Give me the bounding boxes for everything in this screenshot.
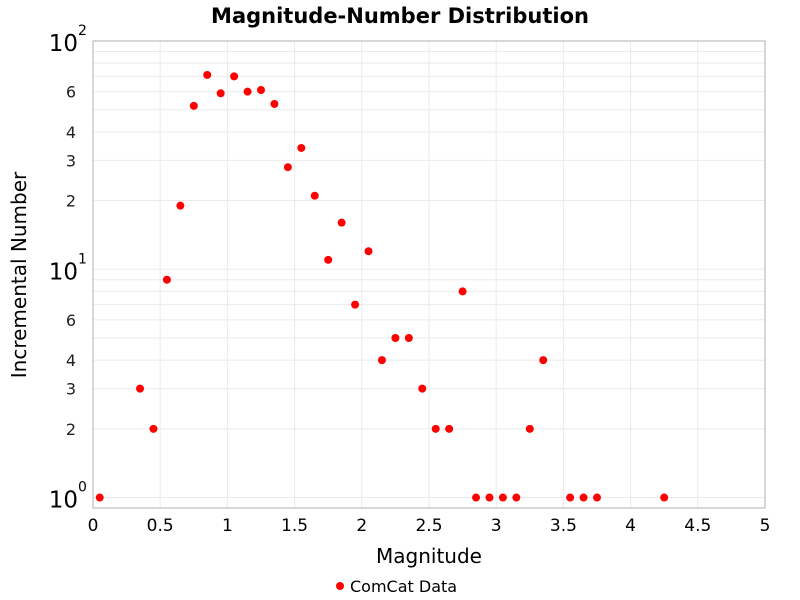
data-point — [310, 191, 319, 200]
y-tick-label: 3 — [66, 380, 76, 399]
y-tick-label: 10 — [49, 488, 78, 514]
y-tick-label: 10 — [49, 259, 78, 285]
data-point — [377, 356, 386, 365]
data-point — [525, 424, 534, 433]
legend: ComCat Data — [336, 577, 457, 596]
legend-label: ComCat Data — [350, 577, 457, 596]
data-point — [391, 333, 400, 342]
data-point — [176, 201, 185, 210]
data-point — [404, 333, 413, 342]
data-point — [566, 493, 575, 502]
data-point — [539, 356, 548, 365]
data-point — [297, 143, 306, 152]
data-point — [579, 493, 588, 502]
y-tick-exponent: 2 — [78, 23, 87, 39]
data-point — [149, 424, 158, 433]
data-point — [498, 493, 507, 502]
data-point — [162, 275, 171, 284]
plot-frame — [92, 40, 766, 509]
y-tick-label: 10 — [49, 31, 78, 57]
y-tick-label: 4 — [66, 123, 76, 142]
data-point — [95, 493, 104, 502]
chart-title: Magnitude-Number Distribution — [211, 4, 589, 28]
data-point — [458, 287, 467, 296]
y-tick-label: 6 — [66, 311, 76, 330]
x-tick-label: 3 — [491, 516, 502, 536]
data-point — [445, 424, 454, 433]
y-tick-label: 2 — [66, 420, 76, 439]
x-tick-label: 1 — [222, 516, 233, 536]
x-tick-label: 2 — [356, 516, 367, 536]
data-point — [472, 493, 481, 502]
x-tick-label: 0.5 — [147, 516, 174, 536]
y-tick-label: 6 — [66, 83, 76, 102]
y-tick-exponent: 1 — [78, 251, 87, 267]
data-point — [136, 384, 145, 393]
data-points — [95, 70, 669, 502]
legend-marker — [336, 582, 344, 590]
x-tick-label: 4 — [625, 516, 636, 536]
data-point — [364, 247, 373, 256]
data-point — [418, 384, 427, 393]
data-point — [431, 424, 440, 433]
data-point — [324, 255, 333, 264]
grid — [92, 41, 766, 508]
y-tick-exponent: 0 — [78, 480, 87, 496]
x-tick-label: 3.5 — [550, 516, 577, 536]
data-point — [283, 163, 292, 172]
y-tick-label: 4 — [66, 351, 76, 370]
data-point — [337, 218, 346, 227]
y-axis-label: Incremental Number — [7, 171, 31, 378]
x-tick-label: 1.5 — [281, 516, 308, 536]
data-point — [243, 87, 252, 96]
x-tick-label: 0 — [88, 516, 99, 536]
data-point — [351, 300, 360, 309]
x-tick-label: 2.5 — [415, 516, 442, 536]
data-point — [593, 493, 601, 502]
x-tick-label: 5 — [760, 516, 771, 536]
data-point — [216, 89, 225, 98]
data-point — [230, 72, 239, 81]
y-tick-label: 3 — [66, 151, 76, 170]
x-tick-label: 4.5 — [684, 516, 711, 536]
data-point — [660, 493, 669, 502]
x-axis: 0 0.5 1 1.5 2 2.5 3 3.5 4 4.5 5 — [88, 516, 771, 536]
y-tick-label: 2 — [66, 192, 76, 211]
data-point — [189, 101, 198, 110]
data-point — [270, 99, 279, 108]
data-point — [203, 70, 212, 79]
data-point — [257, 86, 265, 95]
data-point — [485, 493, 494, 502]
x-axis-label: Magnitude — [376, 544, 482, 568]
data-point — [512, 493, 521, 502]
